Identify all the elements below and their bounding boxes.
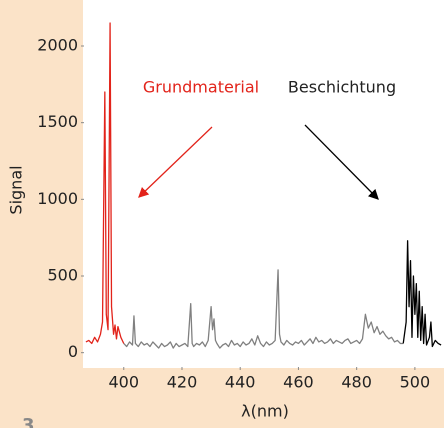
x-tick-label: 420 xyxy=(167,373,198,392)
y-axis-label: Signal xyxy=(7,165,26,214)
figure-number: 3 xyxy=(22,415,35,428)
spectrum-line xyxy=(402,240,442,348)
spectrum-line xyxy=(85,22,125,345)
arrow xyxy=(304,124,379,200)
y-tick-label: 500 xyxy=(47,266,78,285)
annotation-beschichtung: Beschichtung xyxy=(288,78,396,97)
x-tick-label: 480 xyxy=(341,373,372,392)
x-tick-label: 400 xyxy=(108,373,139,392)
y-tick-label: 2000 xyxy=(37,36,78,55)
x-tick-label: 440 xyxy=(225,373,256,392)
spectrum-line xyxy=(123,269,404,349)
y-tick-label: 1500 xyxy=(37,112,78,131)
arrow xyxy=(138,126,213,198)
annotation-grundmaterial: Grundmaterial xyxy=(143,78,259,97)
y-tick-label: 0 xyxy=(68,342,78,361)
x-tick-label: 500 xyxy=(400,373,431,392)
x-tick-label: 460 xyxy=(283,373,314,392)
x-axis-label: λ(nm) xyxy=(241,402,289,421)
y-tick-label: 1000 xyxy=(37,189,78,208)
plot-area xyxy=(83,0,444,368)
